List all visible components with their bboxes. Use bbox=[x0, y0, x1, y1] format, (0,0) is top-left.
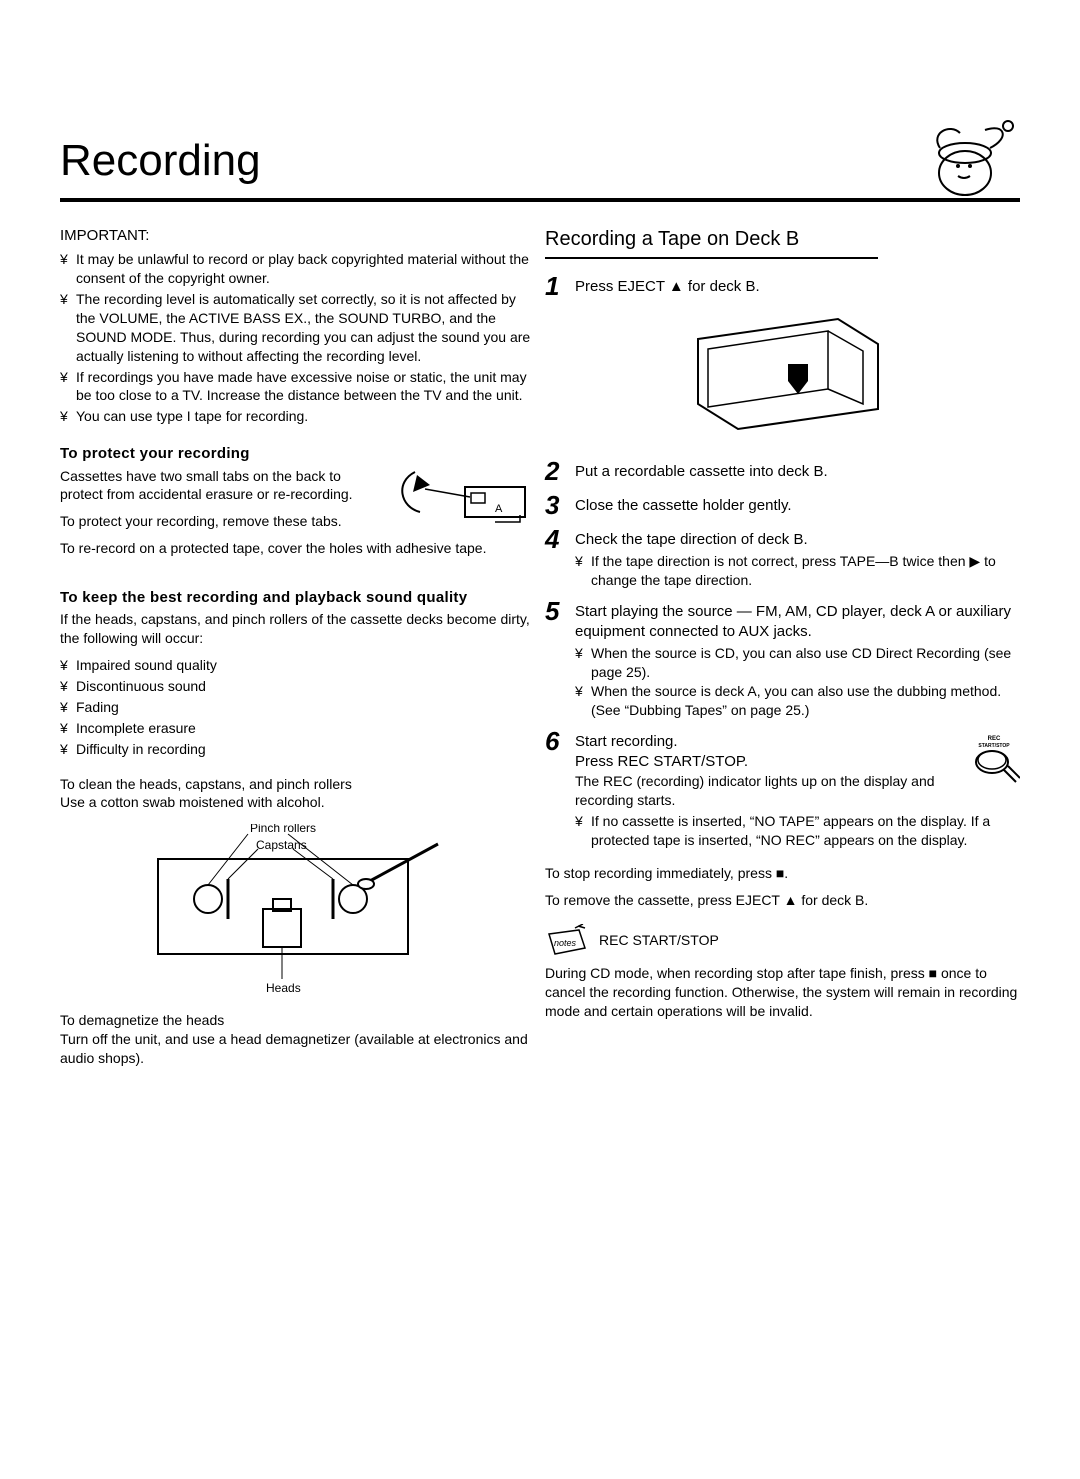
protect-p1: Cassettes have two small tabs on the bac… bbox=[60, 467, 365, 505]
cassette-tab-icon: A bbox=[375, 467, 535, 537]
step-number: 1 bbox=[545, 273, 567, 299]
protect-p3: To re-record on a protected tape, cover … bbox=[60, 539, 535, 558]
protect-p2: To protect your recording, remove these … bbox=[60, 512, 365, 531]
clean-heading: To clean the heads, capstans, and pinch … bbox=[60, 776, 352, 792]
notes-label: REC START/STOP bbox=[599, 931, 719, 950]
step1-text: Press EJECT ▲ for deck B. bbox=[575, 277, 1020, 297]
svg-text:notes: notes bbox=[554, 938, 577, 948]
step6b-text: Press REC START/STOP. bbox=[575, 752, 1020, 772]
step5-sub2: When the source is deck A, you can also … bbox=[575, 682, 1020, 720]
list-item: Difficulty in recording bbox=[60, 740, 535, 759]
stop-text: To stop recording immediately, press ■. bbox=[545, 864, 1020, 883]
list-item: Incomplete erasure bbox=[60, 719, 535, 738]
step-number: 2 bbox=[545, 458, 567, 484]
list-item: The recording level is automatically set… bbox=[60, 290, 535, 366]
remove-text: To remove the cassette, press EJECT ▲ fo… bbox=[545, 891, 1020, 910]
list-item: Fading bbox=[60, 698, 535, 717]
title-text: Recording bbox=[60, 131, 261, 190]
rec-start-stop-icon: REC START/STOP bbox=[968, 732, 1020, 784]
clean-p: Use a cotton swab moistened with alcohol… bbox=[60, 794, 325, 810]
page-title: Recording bbox=[60, 110, 1020, 202]
deck-b-icon bbox=[678, 309, 888, 439]
list-item: If recordings you have made have excessi… bbox=[60, 368, 535, 406]
step4-sub: If the tape direction is not correct, pr… bbox=[575, 552, 1020, 590]
protect-heading: To protect your recording bbox=[60, 444, 535, 464]
right-title: Recording a Tape on Deck B bbox=[545, 226, 878, 259]
list-item: Discontinuous sound bbox=[60, 677, 535, 696]
step2-text: Put a recordable cassette into deck B. bbox=[575, 462, 1020, 482]
step-number: 6 bbox=[545, 728, 567, 754]
step5-sub1: When the source is CD, you can also use … bbox=[575, 644, 1020, 682]
mechanism-diagram: Pinch rollers Capstans Heads bbox=[60, 824, 535, 999]
quality-list: Impaired sound quality Discontinuous sou… bbox=[60, 656, 535, 758]
demag-heading: To demagnetize the heads bbox=[60, 1012, 224, 1028]
left-column: IMPORTANT: It may be unlawful to record … bbox=[60, 226, 535, 1076]
mascot-icon bbox=[920, 118, 1020, 198]
svg-text:REC: REC bbox=[988, 736, 1001, 742]
notes-body: During CD mode, when recording stop afte… bbox=[545, 964, 1020, 1021]
step4-text: Check the tape direction of deck B. bbox=[575, 530, 1020, 550]
capstans-label: Capstans bbox=[256, 838, 307, 852]
step6a-text: Start recording. bbox=[575, 732, 1020, 752]
quality-heading: To keep the best recording and playback … bbox=[60, 588, 535, 608]
step3-text: Close the cassette holder gently. bbox=[575, 496, 1020, 516]
step-number: 5 bbox=[545, 598, 567, 624]
svg-text:A: A bbox=[495, 503, 503, 515]
step-number: 4 bbox=[545, 526, 567, 552]
pinch-label: Pinch rollers bbox=[250, 824, 316, 835]
right-column: Recording a Tape on Deck B 1 Press EJECT… bbox=[545, 226, 1020, 1076]
important-list: It may be unlawful to record or play bac… bbox=[60, 250, 535, 426]
list-item: It may be unlawful to record or play bac… bbox=[60, 250, 535, 288]
step-number: 3 bbox=[545, 492, 567, 518]
heads-label: Heads bbox=[266, 981, 301, 994]
step6-sub: If no cassette is inserted, “NO TAPE” ap… bbox=[575, 812, 1020, 850]
quality-intro: If the heads, capstans, and pinch roller… bbox=[60, 610, 535, 648]
demag-p: Turn off the unit, and use a head demagn… bbox=[60, 1031, 528, 1066]
step6-desc: The REC (recording) indicator lights up … bbox=[575, 772, 1020, 810]
list-item: Impaired sound quality bbox=[60, 656, 535, 675]
list-item: You can use type I tape for recording. bbox=[60, 407, 535, 426]
notes-icon: notes bbox=[545, 924, 589, 958]
important-label: IMPORTANT: bbox=[60, 226, 535, 246]
step5-text: Start playing the source — FM, AM, CD pl… bbox=[575, 602, 1020, 643]
svg-text:START/STOP: START/STOP bbox=[978, 743, 1010, 749]
